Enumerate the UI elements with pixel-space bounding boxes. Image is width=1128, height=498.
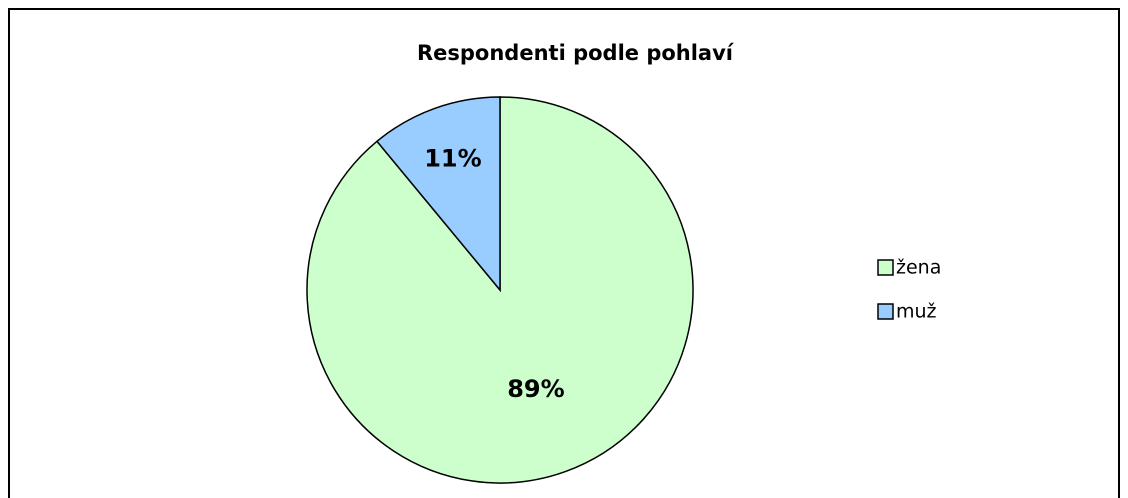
chart-title: Respondenti podle pohlaví [417, 41, 735, 65]
legend-swatch [877, 259, 894, 276]
legend-swatch [877, 303, 894, 320]
data-label: 11% [424, 144, 481, 172]
legend-label: muž [896, 301, 937, 323]
legend-label: žena [896, 257, 941, 279]
pie-slice [375, 96, 501, 293]
data-label: 89% [507, 375, 564, 403]
